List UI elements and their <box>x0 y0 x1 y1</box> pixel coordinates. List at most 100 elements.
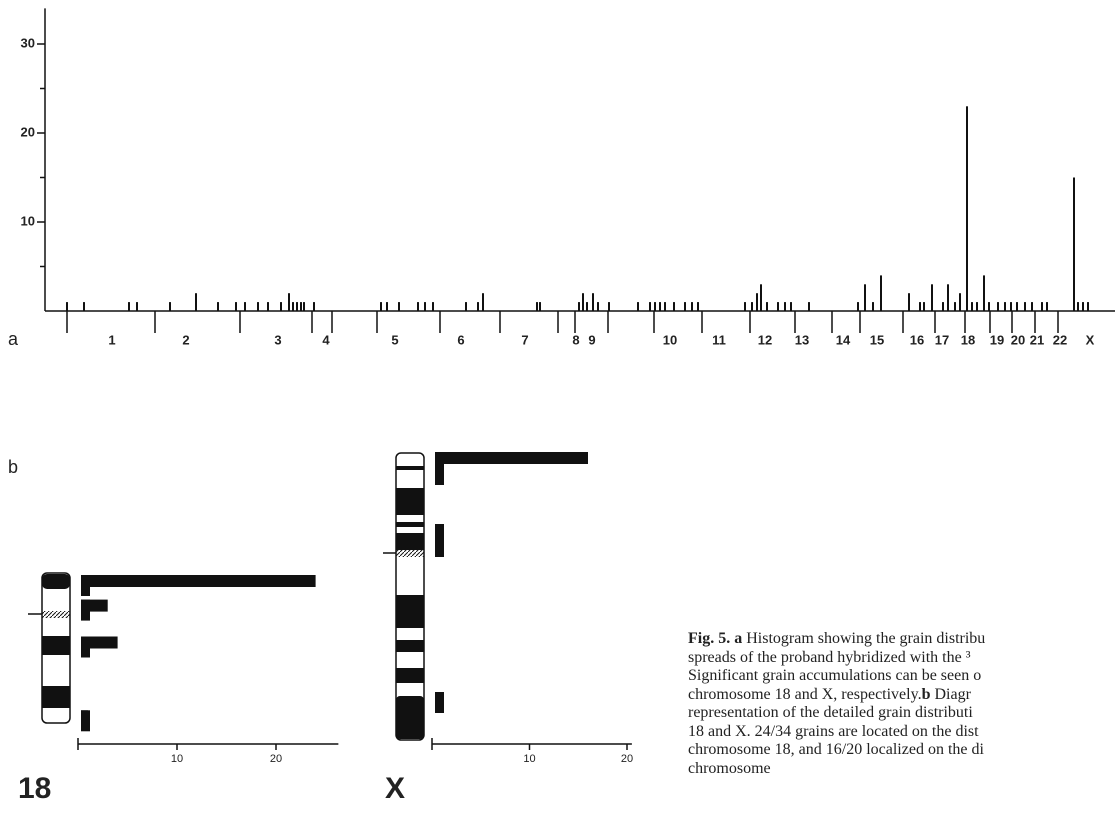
chromosome-label: 21 <box>1030 332 1044 347</box>
chromosome-label: 12 <box>758 332 772 347</box>
bar-lip <box>81 710 90 732</box>
bar-lip <box>435 536 444 557</box>
bar <box>983 275 985 311</box>
bar <box>857 302 859 311</box>
ideogram-x <box>383 452 425 741</box>
bar <box>1046 302 1048 311</box>
bar <box>128 302 130 311</box>
chromosome-label: 3 <box>274 332 281 347</box>
bar <box>908 293 910 311</box>
bar <box>424 302 426 311</box>
bar <box>659 302 661 311</box>
bar <box>790 302 792 311</box>
bar <box>919 302 921 311</box>
bar <box>81 575 316 587</box>
caption-text: Significant grain accumulations can be s… <box>688 667 982 684</box>
chromosome-label: 8 <box>572 332 579 347</box>
chromosome-label: 19 <box>990 332 1004 347</box>
bar <box>947 284 949 311</box>
bar <box>673 302 675 311</box>
chromosome-label: 13 <box>795 332 809 347</box>
bar <box>744 302 746 311</box>
x-tick-label: 20 <box>270 753 282 765</box>
chromosome-label: 14 <box>836 332 851 347</box>
chromosome-label: 6 <box>457 332 464 347</box>
bar <box>386 302 388 311</box>
x-tick-label: 20 <box>621 753 633 765</box>
bar <box>931 284 933 311</box>
bar <box>586 302 588 311</box>
chromosome-label: 15 <box>870 332 884 347</box>
bar <box>880 275 882 311</box>
bar <box>966 106 968 311</box>
bar <box>592 293 594 311</box>
bar-lip <box>435 452 444 473</box>
chromosome-label: 4 <box>322 332 330 347</box>
caption-bold: Fig. 5. <box>688 630 731 647</box>
bar <box>267 302 269 311</box>
bar <box>654 302 656 311</box>
bar <box>1016 302 1018 311</box>
bar <box>536 302 538 311</box>
caption-text: Histogram showing the grain distribu <box>746 630 986 647</box>
bar <box>784 302 786 311</box>
bar <box>539 302 541 311</box>
bar <box>303 302 305 311</box>
x-tick-label: 10 <box>171 753 183 765</box>
chromosome-label: 20 <box>1011 332 1025 347</box>
bar <box>971 302 973 311</box>
bar <box>288 293 290 311</box>
chromosome-label: 9 <box>588 332 595 347</box>
chromosome-label: 7 <box>521 332 528 347</box>
y-tick-label: 20 <box>21 124 35 139</box>
chromosome-title: X <box>385 772 405 805</box>
chromosome-label: 11 <box>712 332 726 347</box>
caption-text: 18 and X. 24/34 grains are located on th… <box>688 722 979 740</box>
bar-lip <box>81 575 90 596</box>
chromosome-label: 1 <box>108 332 115 347</box>
bar <box>169 302 171 311</box>
bar <box>1073 177 1075 311</box>
caption-line: 18 and X. 24/34 grains are located on th… <box>688 723 1115 742</box>
bar <box>751 302 753 311</box>
bar <box>959 293 961 311</box>
bar <box>582 293 584 311</box>
bar <box>1024 302 1026 311</box>
bar-lip <box>81 636 90 658</box>
caption-line: chromosome 18 and X, respectively.b Diagr <box>688 686 1115 705</box>
bar <box>217 302 219 311</box>
bar <box>808 302 810 311</box>
caption-text: representation of the detailed grain dis… <box>688 704 973 721</box>
bar <box>777 302 779 311</box>
bar <box>66 302 68 311</box>
bar <box>976 302 978 311</box>
bar <box>83 302 85 311</box>
chromosome-label: 22 <box>1053 332 1067 347</box>
panel-label: a <box>8 329 19 349</box>
chromosome-label: X <box>1086 332 1095 347</box>
caption-text: chromosome <box>688 759 771 777</box>
bar <box>235 302 237 311</box>
bar <box>954 302 956 311</box>
bar <box>608 302 610 311</box>
bar <box>417 302 419 311</box>
caption-line: spreads of the proband hybridized with t… <box>688 649 1115 668</box>
bar <box>1031 302 1033 311</box>
bar <box>313 302 315 311</box>
caption: Fig. 5. a Histogram showing the grain dist… <box>688 630 1115 778</box>
bar <box>257 302 259 311</box>
bar <box>296 302 298 311</box>
chromosome-label: 2 <box>182 332 189 347</box>
bar <box>432 302 434 311</box>
bar <box>942 302 944 311</box>
bar <box>997 302 999 311</box>
caption-line: Fig. 5. a Histogram showing the grain dist… <box>688 630 1115 649</box>
bar <box>477 302 479 311</box>
caption-text: spreads of the proband hybridized with t… <box>688 648 971 666</box>
bar-lip <box>81 599 90 621</box>
ideogram-18 <box>28 572 71 724</box>
bar <box>1087 302 1089 311</box>
bar <box>649 302 651 311</box>
